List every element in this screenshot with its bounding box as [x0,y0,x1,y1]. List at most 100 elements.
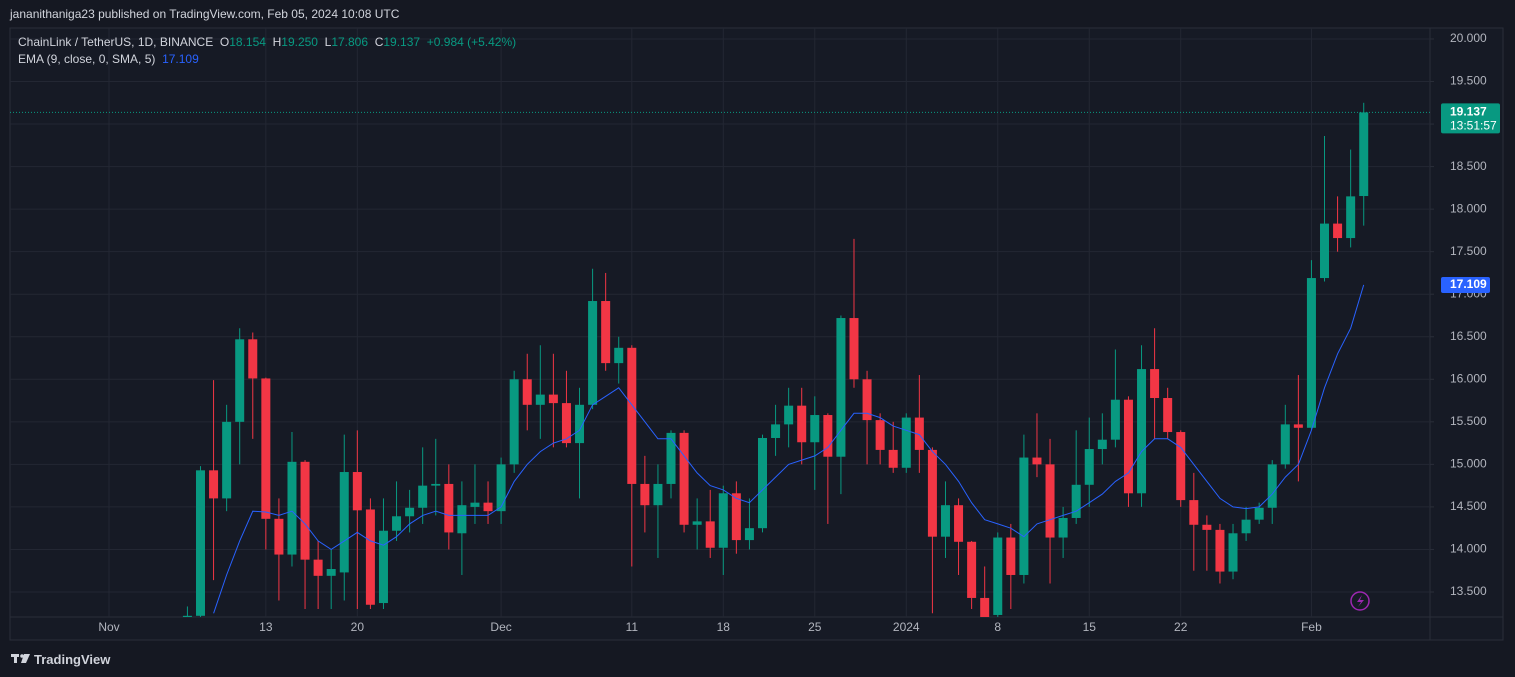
ema-price-label: 17.109 [1450,277,1487,291]
candle-body [1267,464,1277,508]
candle-body [352,472,362,511]
ohlc-value: 19.250 [281,35,318,49]
candle-body [496,464,506,512]
candle-body [1097,439,1107,450]
candle-body [300,461,310,560]
candle-body [313,559,323,576]
ema-line [213,284,1365,614]
candle-body [287,461,297,555]
candle-body [509,379,519,465]
y-tick-label: 16.500 [1450,329,1487,343]
candle-body [875,420,885,450]
candle-body [1084,449,1094,485]
y-tick-label: 13.500 [1450,584,1487,598]
candle-body [1137,369,1147,494]
candle-body [274,518,284,555]
ohlc-name: C [374,35,384,49]
candle-body [653,483,663,506]
ema-tag [1441,276,1490,293]
candle-body [483,502,493,512]
y-tick-label: 14.500 [1450,499,1487,513]
candle-body [954,505,964,542]
candle-body [705,521,715,548]
alert-icon[interactable] [1350,591,1370,611]
plot-area [182,102,1369,617]
candle-body [914,417,924,450]
candle-body [1006,537,1016,575]
indicator-row: EMA (9, close, 0, SMA, 5) 17.109 [18,51,516,68]
candle-body [810,415,820,443]
alert-bolt [1357,595,1364,607]
ohlc-value: 19.137 [383,35,421,49]
candle-body [444,483,454,533]
candle-body [823,415,833,457]
candle-body [692,521,702,525]
candle-body [940,505,950,537]
y-tick-label: 18.500 [1450,159,1487,173]
candle-body [1202,524,1212,530]
candle-body [1280,424,1290,465]
candle-body [431,483,441,486]
symbol: ChainLink / TetherUS, 1D, BINANCE [18,35,214,49]
candle-body [457,505,467,534]
indicator-name: EMA (9, close, 0, SMA, 5) [18,52,156,66]
candle-body [195,470,205,616]
x-tick-label: 11 [626,620,639,634]
candle-body [862,379,872,421]
candle-body [588,301,598,405]
candle-body [1123,399,1133,494]
candle-body [1032,457,1042,465]
candle-body [601,301,611,364]
candle-body [1110,399,1120,440]
candle-body [1176,432,1186,501]
x-tick-label: Feb [1301,620,1322,634]
y-tick-label: 16.000 [1450,371,1487,385]
candle-body [666,432,676,484]
x-tick-label: 15 [1083,620,1097,634]
x-tick-label: 2024 [893,620,920,634]
candle-body [1346,196,1356,239]
candle-body [784,405,794,425]
candle-body [1333,223,1343,239]
x-tick-label: 20 [351,620,365,634]
candle-body [535,394,545,405]
candle-body [1189,500,1199,525]
candle-body [758,437,767,529]
candle-body [418,485,428,508]
candle-body [888,449,898,468]
x-tick-label: 22 [1174,620,1188,634]
candle-body [744,528,754,541]
candle-body [470,502,480,507]
candle-body [575,404,585,444]
ohlc-name: O [219,35,230,49]
candle-body [1241,519,1251,534]
ohlc-row: ChainLink / TetherUS, 1D, BINANCE O18.15… [18,34,516,51]
candle-body [640,483,650,506]
y-tick-label: 20.000 [1450,31,1487,45]
candle-body [901,417,911,468]
ohlc-name: H [272,35,282,49]
axes: 13.500 14.000 14.500 15.000 15.500 16.000 16.5… [98,31,1487,634]
candle-body [339,472,349,573]
candle-body [261,378,271,519]
y-tick-label: 19.500 [1450,74,1487,88]
candle-body [548,394,558,404]
candle-body [1254,507,1264,520]
candle-body [522,379,532,405]
candle-body [378,530,388,604]
candle-body [627,347,637,484]
ohlc-value: 18.154 [229,35,266,49]
brand: TradingView [34,652,111,667]
indicator-value: 17.109 [162,52,199,66]
y-tick-label: 14.000 [1450,542,1487,556]
last-price-label: 19.137 [1450,105,1487,119]
candle-body [771,424,781,438]
candle-body [1215,529,1225,572]
candle-body [1228,533,1238,572]
candle-body [679,432,689,525]
candle-body [1058,517,1068,538]
chart-frame [9,27,1504,641]
x-tick-label: Dec [490,620,511,634]
